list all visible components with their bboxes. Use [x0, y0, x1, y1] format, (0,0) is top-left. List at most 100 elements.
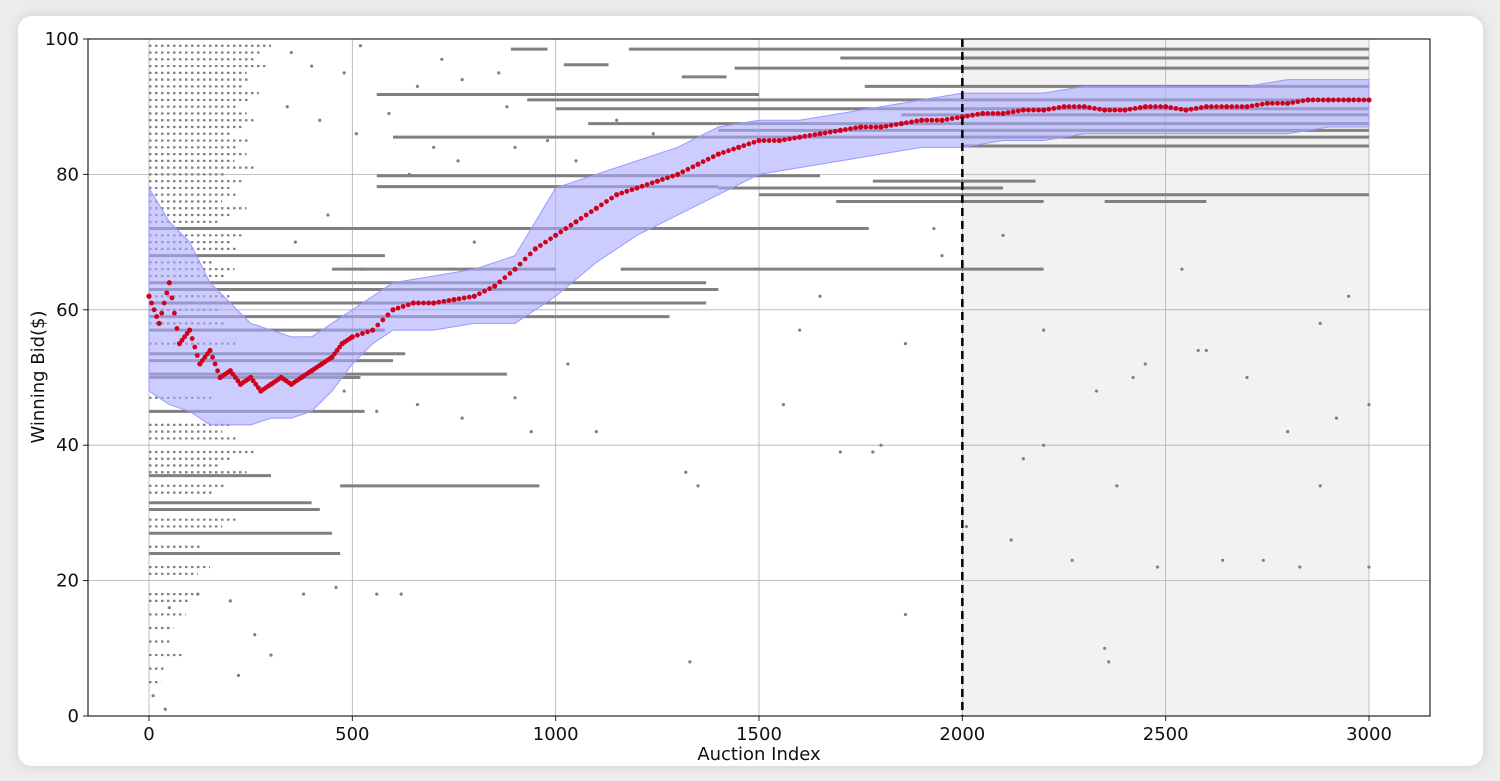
winning-bid-point: [207, 347, 213, 354]
bid-dot: [1261, 558, 1265, 562]
winning-bid-point: [878, 124, 884, 130]
y-tick-label: 100: [45, 29, 79, 50]
x-tick-label: 0: [143, 724, 154, 745]
bid-dot: [415, 402, 419, 407]
bid-dot: [342, 389, 346, 393]
winning-bid-point: [1356, 97, 1362, 103]
axes-layer: 0 500 1000 1500 2000 2500 3000 0 20 40 60 80 100: [45, 29, 1431, 745]
winning-bid-point: [904, 120, 909, 126]
x-tick-label: 2500: [1143, 724, 1189, 745]
bid-dot: [545, 138, 550, 143]
winning-bid-point: [477, 291, 482, 297]
winning-bid-point: [334, 348, 340, 353]
bid-dot: [1103, 646, 1107, 650]
winning-bid-point: [436, 299, 442, 305]
winning-bid-point: [497, 279, 503, 285]
bid-dot: [269, 653, 273, 657]
y-tick-label: 0: [68, 706, 79, 727]
winning-bid-point: [194, 353, 200, 358]
winning-bid-point: [939, 117, 945, 123]
bid-dot: [310, 64, 314, 68]
winning-bid-point: [187, 327, 193, 333]
winning-bid-point: [405, 302, 411, 308]
winning-bid-point: [1259, 101, 1265, 107]
winning-bid-point: [212, 361, 218, 367]
bid-dot: [375, 592, 379, 596]
bid-dot: [236, 673, 241, 677]
winning-bid-point: [1015, 108, 1021, 114]
bid-dot: [1334, 416, 1339, 420]
winning-bid-point: [593, 205, 599, 211]
winning-bid-point: [1087, 105, 1092, 110]
winning-bid-point: [1117, 107, 1123, 113]
winning-bid-point: [1341, 97, 1346, 103]
bid-dot: [798, 328, 802, 332]
winning-bid-point: [985, 111, 991, 116]
winning-bid-point: [390, 307, 396, 313]
bid-dot: [415, 84, 419, 88]
winning-bid-point: [858, 124, 864, 130]
bid-dot: [1131, 375, 1135, 380]
winning-bid-point: [1046, 106, 1052, 112]
winning-bid-point: [538, 243, 543, 248]
bid-dot: [326, 213, 330, 217]
winning-bid-point: [1219, 104, 1224, 110]
winning-bid-point: [380, 317, 386, 323]
winning-bid-point: [431, 300, 437, 306]
winning-bid-point: [416, 300, 421, 306]
bid-dot: [1221, 558, 1225, 562]
winning-bid-point: [792, 135, 797, 141]
winning-bid-point: [174, 326, 180, 331]
bid-dot: [354, 132, 358, 136]
winning-bid-point: [934, 117, 940, 123]
bid-dot: [387, 111, 391, 116]
winning-bid-point: [568, 222, 574, 228]
bid-dot: [1001, 233, 1005, 237]
winning-bid-point: [1168, 105, 1174, 110]
bid-dot: [940, 254, 944, 258]
bid-dot: [529, 430, 533, 434]
winning-bid-point: [1056, 105, 1062, 110]
winning-bid-point: [329, 354, 335, 360]
bid-dot: [1204, 348, 1208, 353]
winning-bid-point: [169, 295, 175, 301]
winning-bid-point: [1315, 97, 1321, 103]
bid-dot: [513, 145, 517, 149]
winning-bid-point: [154, 314, 160, 319]
winning-bid-point: [1142, 104, 1148, 110]
winning-bid-point: [233, 375, 238, 380]
bid-dot: [651, 132, 655, 136]
bid-dot: [1115, 484, 1119, 488]
winning-bid-point: [202, 354, 208, 360]
winning-bid-point: [1178, 106, 1184, 112]
winning-bid-point: [680, 169, 686, 175]
winning-bid-point: [375, 322, 381, 328]
winning-bid-point: [573, 219, 579, 225]
winning-bid-point: [990, 111, 996, 116]
winning-bid-point: [970, 112, 975, 118]
winning-bid-point: [919, 117, 925, 123]
bid-dot: [1009, 538, 1013, 542]
winning-bid-point: [619, 190, 625, 196]
winning-bid-point: [782, 137, 787, 143]
winning-bid-point: [332, 351, 337, 357]
bid-dot: [289, 50, 293, 55]
winning-bid-point: [807, 133, 813, 138]
winning-bid-point: [159, 310, 165, 316]
winning-bid-point: [954, 115, 960, 121]
winning-bid-point: [527, 251, 533, 257]
winning-bid-point: [959, 114, 965, 120]
winning-bid-point: [614, 192, 620, 198]
winning-bid-point: [827, 129, 833, 135]
winning-bid-point: [1132, 105, 1138, 111]
winning-bid-point: [1290, 100, 1296, 105]
winning-bid-point: [1163, 104, 1169, 110]
winning-bid-point: [182, 334, 187, 340]
winning-bid-point: [410, 300, 416, 306]
winning-bid-point: [695, 161, 701, 167]
winning-bid-point: [893, 122, 899, 127]
winning-bid-point: [766, 138, 772, 143]
bid-dot: [964, 524, 969, 529]
winning-bid-point: [1051, 105, 1057, 111]
winning-bid-point: [1000, 110, 1006, 117]
